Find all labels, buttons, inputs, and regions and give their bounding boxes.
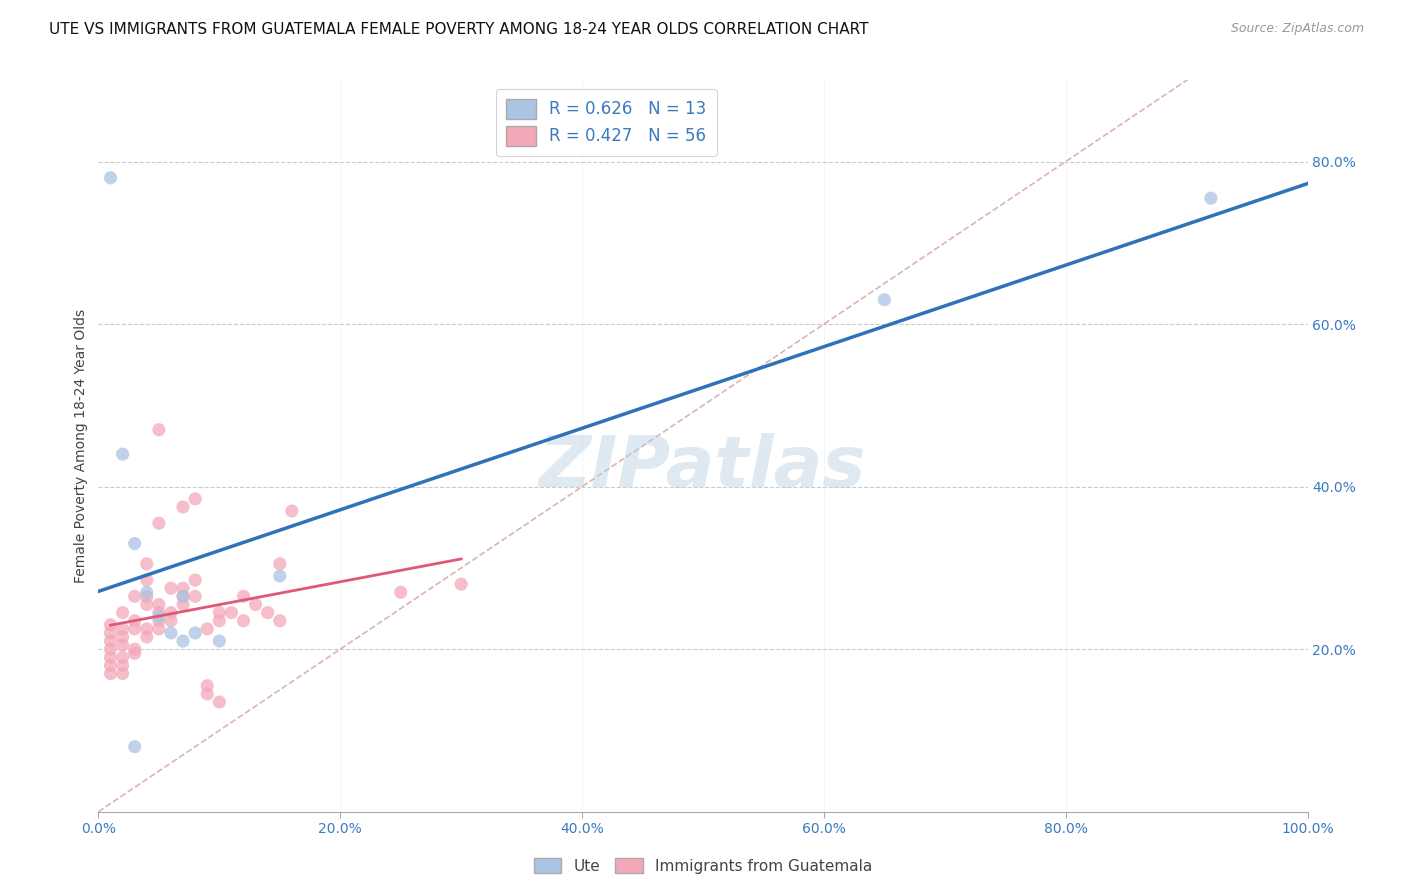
Point: [135, 630, 157, 644]
Point: [148, 606, 170, 620]
Point: [124, 739, 146, 754]
Point: [269, 614, 291, 628]
Point: [100, 650, 122, 665]
Point: [172, 590, 194, 604]
Point: [208, 634, 231, 648]
Point: [111, 650, 134, 665]
Point: [100, 634, 122, 648]
Point: [873, 293, 896, 307]
Point: [172, 598, 194, 612]
Point: [1199, 191, 1222, 205]
Point: [195, 687, 218, 701]
Point: [172, 590, 194, 604]
Point: [160, 614, 183, 628]
Point: [184, 573, 207, 587]
Point: [111, 666, 134, 681]
Point: [269, 557, 291, 571]
Point: [184, 491, 207, 506]
Point: [135, 557, 157, 571]
Point: [135, 573, 157, 587]
Point: [232, 590, 254, 604]
Point: [100, 617, 122, 632]
Point: [124, 536, 146, 550]
Point: [148, 423, 170, 437]
Point: [281, 504, 304, 518]
Point: [160, 581, 183, 595]
Point: [208, 695, 231, 709]
Point: [160, 606, 183, 620]
Point: [100, 658, 122, 673]
Point: [148, 614, 170, 628]
Point: [135, 598, 157, 612]
Legend: Ute, Immigrants from Guatemala: Ute, Immigrants from Guatemala: [527, 852, 879, 880]
Point: [111, 622, 134, 636]
Point: [389, 585, 412, 599]
Point: [124, 642, 146, 657]
Point: [148, 516, 170, 531]
Point: [111, 630, 134, 644]
Point: [245, 598, 267, 612]
Point: [184, 590, 207, 604]
Text: ZIPatlas: ZIPatlas: [540, 434, 866, 502]
Point: [195, 679, 218, 693]
Point: [135, 622, 157, 636]
Point: [184, 626, 207, 640]
Point: [124, 622, 146, 636]
Point: [124, 590, 146, 604]
Point: [100, 626, 122, 640]
Point: [160, 626, 183, 640]
Point: [208, 614, 231, 628]
Point: [172, 500, 194, 514]
Point: [148, 609, 170, 624]
Point: [269, 569, 291, 583]
Point: [221, 606, 243, 620]
Text: UTE VS IMMIGRANTS FROM GUATEMALA FEMALE POVERTY AMONG 18-24 YEAR OLDS CORRELATIO: UTE VS IMMIGRANTS FROM GUATEMALA FEMALE …: [49, 22, 869, 37]
Point: [135, 590, 157, 604]
Point: [124, 614, 146, 628]
Y-axis label: Female Poverty Among 18-24 Year Olds: Female Poverty Among 18-24 Year Olds: [75, 309, 89, 583]
Point: [111, 638, 134, 652]
Point: [111, 447, 134, 461]
Point: [172, 634, 194, 648]
Point: [232, 614, 254, 628]
Point: [124, 646, 146, 660]
Text: Source: ZipAtlas.com: Source: ZipAtlas.com: [1230, 22, 1364, 36]
Legend: R = 0.626   N = 13, R = 0.427   N = 56: R = 0.626 N = 13, R = 0.427 N = 56: [496, 88, 717, 156]
Point: [208, 606, 231, 620]
Point: [172, 581, 194, 595]
Point: [148, 622, 170, 636]
Point: [195, 622, 218, 636]
Point: [148, 598, 170, 612]
Point: [100, 170, 122, 185]
Point: [111, 658, 134, 673]
Point: [256, 606, 278, 620]
Point: [450, 577, 472, 591]
Point: [100, 666, 122, 681]
Point: [100, 642, 122, 657]
Point: [135, 585, 157, 599]
Point: [111, 606, 134, 620]
